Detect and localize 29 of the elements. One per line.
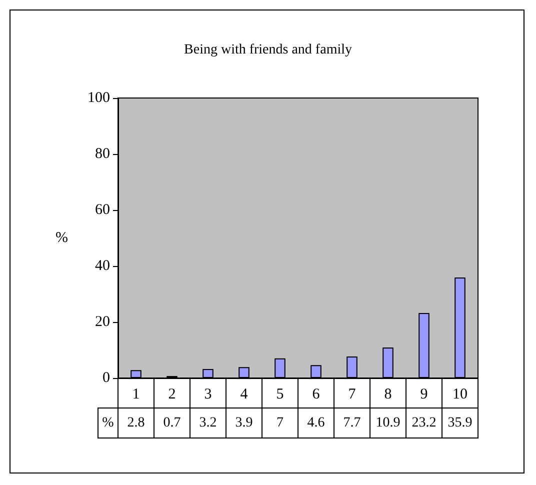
y-tick-label: 20: [95, 314, 110, 330]
x-tick-label: 3: [204, 386, 212, 402]
data-label: 7: [276, 416, 284, 430]
y-tick-label: 40: [95, 258, 110, 274]
data-label: 4.6: [307, 416, 325, 430]
y-axis-title: %: [56, 230, 68, 246]
x-tick-label: 9: [420, 386, 428, 402]
x-tick-label: 6: [312, 386, 320, 402]
x-tick-label: 7: [348, 386, 356, 402]
y-tick-label: 80: [95, 146, 110, 162]
data-label: 10.9: [376, 416, 400, 430]
x-tick-label: 8: [384, 386, 392, 402]
x-tick-label: 4: [240, 386, 248, 402]
chart-title: Being with friends and family: [184, 42, 352, 58]
data-label: 23.2: [412, 416, 436, 430]
data-label: 3.2: [199, 416, 217, 430]
data-label: 35.9: [448, 416, 472, 430]
x-tick-label: 5: [276, 386, 284, 402]
y-tick-label: 0: [102, 370, 110, 386]
x-tick-label: 10: [452, 386, 468, 402]
x-tick-label: 2: [168, 386, 176, 402]
data-label: 3.9: [235, 416, 253, 430]
data-label: 7.7: [343, 416, 361, 430]
y-tick-label: 100: [88, 90, 110, 106]
data-label: 2.8: [127, 416, 145, 430]
data-label: 0.7: [163, 416, 181, 430]
x-tick-label: 1: [132, 386, 140, 402]
legend-label: %: [102, 416, 114, 430]
y-tick-label: 60: [95, 202, 110, 218]
